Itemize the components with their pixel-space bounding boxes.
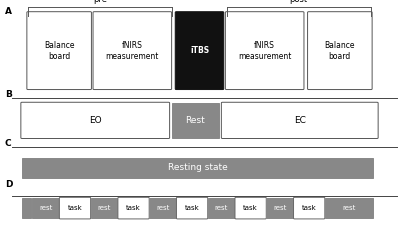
Bar bbox=[325, 198, 373, 218]
Text: task: task bbox=[302, 205, 316, 211]
FancyBboxPatch shape bbox=[59, 197, 91, 219]
Text: EC: EC bbox=[294, 116, 306, 125]
Text: Rest: Rest bbox=[186, 116, 205, 125]
Text: fNIRS
measurement: fNIRS measurement bbox=[238, 40, 292, 61]
Bar bbox=[266, 198, 294, 218]
Text: D: D bbox=[5, 180, 12, 189]
FancyBboxPatch shape bbox=[27, 12, 91, 90]
Bar bbox=[22, 158, 373, 178]
Text: rest: rest bbox=[273, 205, 287, 211]
FancyBboxPatch shape bbox=[21, 102, 170, 138]
FancyBboxPatch shape bbox=[225, 12, 304, 90]
FancyBboxPatch shape bbox=[308, 12, 372, 90]
Text: pre: pre bbox=[93, 0, 107, 4]
FancyBboxPatch shape bbox=[175, 12, 224, 90]
Bar bbox=[32, 198, 59, 218]
FancyBboxPatch shape bbox=[176, 197, 208, 219]
Text: post: post bbox=[290, 0, 308, 4]
Text: A: A bbox=[5, 7, 12, 16]
Text: task: task bbox=[126, 205, 141, 211]
Text: fNIRS
measurement: fNIRS measurement bbox=[105, 40, 159, 61]
Text: task: task bbox=[68, 205, 82, 211]
FancyBboxPatch shape bbox=[93, 12, 172, 90]
Text: Balance
board: Balance board bbox=[44, 40, 75, 61]
Text: task: task bbox=[185, 205, 199, 211]
Bar bbox=[172, 103, 219, 138]
Text: task: task bbox=[243, 205, 258, 211]
Text: Resting state: Resting state bbox=[168, 163, 227, 172]
Text: rest: rest bbox=[97, 205, 111, 211]
FancyBboxPatch shape bbox=[294, 197, 325, 219]
Bar bbox=[208, 198, 235, 218]
Text: C: C bbox=[5, 140, 12, 148]
Bar bbox=[149, 198, 176, 218]
Bar bbox=[22, 198, 31, 218]
Text: EO: EO bbox=[89, 116, 101, 125]
Text: iTBS: iTBS bbox=[190, 46, 209, 55]
FancyBboxPatch shape bbox=[221, 102, 378, 138]
Bar bbox=[91, 198, 118, 218]
Text: rest: rest bbox=[39, 205, 53, 211]
Text: rest: rest bbox=[156, 205, 170, 211]
Text: rest: rest bbox=[215, 205, 228, 211]
Text: Balance
board: Balance board bbox=[324, 40, 355, 61]
Text: rest: rest bbox=[342, 205, 356, 211]
FancyBboxPatch shape bbox=[118, 197, 149, 219]
Text: B: B bbox=[5, 90, 12, 99]
FancyBboxPatch shape bbox=[235, 197, 266, 219]
